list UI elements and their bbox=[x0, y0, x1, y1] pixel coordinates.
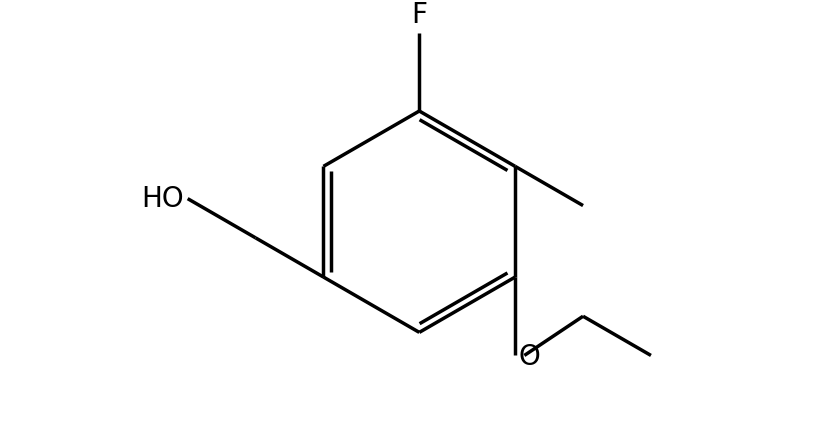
Text: HO: HO bbox=[141, 184, 184, 213]
Text: O: O bbox=[519, 343, 541, 371]
Text: F: F bbox=[411, 1, 427, 29]
